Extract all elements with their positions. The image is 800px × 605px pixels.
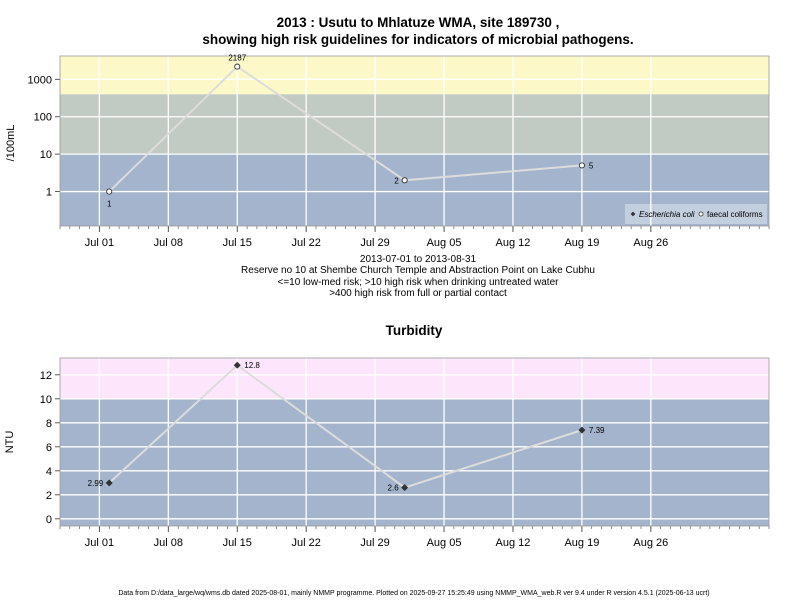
chart1-data-label: 1 bbox=[107, 200, 112, 209]
chart1-band-1 bbox=[60, 94, 769, 155]
chart1-y-tick-label: 10 bbox=[40, 149, 52, 161]
chart2-y-tick-label: 12 bbox=[40, 370, 52, 382]
chart1-legend-label: faecal coliforms bbox=[707, 210, 763, 219]
chart1-x-tick-label: Jul 15 bbox=[223, 237, 252, 249]
chart2-y-tick-label: 10 bbox=[40, 394, 52, 406]
chart2-band-0 bbox=[60, 398, 769, 526]
chart1-ylabel: /100mL bbox=[5, 125, 17, 162]
chart1-y-tick-label: 100 bbox=[34, 112, 52, 124]
chart1-y-tick-label: 1000 bbox=[28, 74, 52, 86]
chart2-x-tick-label: Jul 08 bbox=[154, 537, 183, 549]
chart2-data-point bbox=[401, 484, 409, 492]
chart2-x-tick-label: Jul 15 bbox=[223, 537, 252, 549]
chart2-data-label: 12.8 bbox=[244, 361, 260, 370]
chart1-data-label: 5 bbox=[589, 161, 594, 170]
chart2-title: Turbidity bbox=[386, 323, 443, 338]
chart2-band-1 bbox=[60, 358, 769, 399]
chart1-x-tick-label: Aug 05 bbox=[427, 237, 462, 249]
chart2-x-tick-label: Jul 29 bbox=[360, 537, 389, 549]
footer-note: Data from D:/data_large/wq/wms.db dated … bbox=[118, 590, 709, 597]
chart1-x-tick-label: Jul 29 bbox=[360, 237, 389, 249]
chart2-x-tick-label: Aug 26 bbox=[633, 537, 668, 549]
chart2-series-line bbox=[108, 363, 583, 489]
chart1-x-tick-label: Jul 22 bbox=[292, 237, 321, 249]
chart1-series-line bbox=[108, 65, 582, 193]
chart2-data-label: 2.6 bbox=[388, 484, 400, 493]
chart1-legend-marker bbox=[698, 211, 704, 217]
chart2-y-tick-label: 6 bbox=[46, 442, 52, 454]
chart2-y-tick-label: 8 bbox=[46, 418, 52, 430]
chart1-data-point bbox=[106, 188, 113, 195]
chart2-plot: Jul 01 Jul 08 Jul 15 Jul 22 Jul 29 Aug 05 Aug … bbox=[40, 357, 770, 549]
chart1-x-tick-label: Aug 19 bbox=[564, 237, 599, 249]
chart1-note-daterange: 2013-07-01 to 2013-08-31 bbox=[360, 254, 477, 265]
chart2-y-tick-label: 0 bbox=[46, 514, 52, 526]
chart1-data-label: 2 bbox=[394, 176, 399, 185]
chart2-data-label: 7.39 bbox=[589, 426, 605, 435]
chart1-data-point bbox=[401, 177, 408, 184]
chart1-note-risk-contact: >400 high risk from full or partial cont… bbox=[329, 288, 507, 299]
chart2-x-tick-label: Jul 01 bbox=[85, 537, 114, 549]
chart1-data-point bbox=[234, 63, 241, 70]
chart2-x-tick-label: Aug 19 bbox=[564, 537, 599, 549]
chart1-legend-label: Escherichia coli bbox=[639, 210, 695, 219]
chart1-x-tick-label: Jul 01 bbox=[85, 237, 114, 249]
chart2-x-tick-label: Aug 05 bbox=[427, 537, 462, 549]
chart2-data-point bbox=[105, 479, 113, 487]
chart1-x-tick-label: Aug 26 bbox=[633, 237, 668, 249]
chart1-frame bbox=[59, 55, 770, 227]
chart2-x-tick-label: Aug 12 bbox=[496, 537, 531, 549]
chart1-legend-box bbox=[625, 204, 767, 224]
chart1-x-tick-label: Aug 12 bbox=[496, 237, 531, 249]
chart2-data-label: 2.99 bbox=[88, 479, 104, 488]
chart1-subtitle: showing high risk guidelines for indicat… bbox=[202, 32, 633, 47]
chart1-data-point bbox=[578, 162, 585, 169]
chart1-legend-marker bbox=[630, 211, 636, 217]
chart2-x-tick-label: Jul 22 bbox=[292, 537, 321, 549]
chart2-y-tick-label: 2 bbox=[46, 490, 52, 502]
chart2-ylabel: NTU bbox=[4, 431, 16, 454]
chart2-data-point bbox=[233, 361, 241, 369]
chart1-band-2 bbox=[60, 56, 769, 95]
chart1-note-site: Reserve no 10 at Shembe Church Temple an… bbox=[241, 265, 595, 276]
chart1-plot: Jul 01 Jul 08 Jul 15 Jul 22 Jul 29 Aug 05 Aug … bbox=[28, 54, 770, 249]
chart1-note-risk-drinking: <=10 low-med risk; >10 high risk when dr… bbox=[278, 277, 560, 288]
chart1-y-tick-label: 1 bbox=[46, 187, 52, 199]
chart1-data-label: 2187 bbox=[228, 54, 246, 63]
chart2-y-tick-label: 4 bbox=[46, 466, 52, 478]
chart1-x-tick-label: Jul 08 bbox=[154, 237, 183, 249]
chart1-legend: Escherichia coli faecal coliforms bbox=[625, 204, 767, 224]
chart2-data-point bbox=[578, 426, 586, 434]
chart1-title: 2013 : Usutu to Mhlatuze WMA, site 18973… bbox=[277, 15, 560, 30]
chart2-frame bbox=[59, 357, 770, 527]
